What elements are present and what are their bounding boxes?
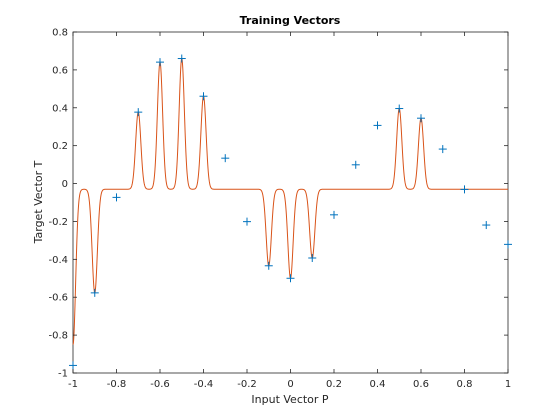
- data-point: [264, 261, 273, 270]
- scatter-series: [69, 54, 512, 370]
- y-tick-label: -0.2: [48, 217, 68, 228]
- y-tick-label: 0: [62, 179, 68, 190]
- x-tick-label: -0.6: [150, 379, 170, 390]
- plot-area: [72, 31, 509, 374]
- x-axis-title: Input Vector P: [251, 393, 329, 406]
- data-point: [69, 361, 77, 370]
- data-point: [90, 288, 99, 297]
- data-point: [330, 210, 338, 219]
- data-point: [156, 58, 164, 67]
- data-point: [286, 274, 295, 283]
- x-tick-label: 0.4: [370, 379, 386, 390]
- x-tick-label: 0.8: [457, 379, 473, 390]
- x-tick-label: 0.6: [413, 379, 429, 390]
- data-point: [417, 114, 425, 123]
- x-tick-label: 0: [287, 379, 293, 390]
- x-tick-label: -0.8: [107, 379, 127, 390]
- data-point: [199, 92, 208, 101]
- data-point: [373, 121, 382, 130]
- x-tick-label: -1: [68, 379, 78, 390]
- data-point: [504, 240, 512, 249]
- y-tick-label: 0.8: [52, 28, 68, 39]
- x-tick-label: -0.4: [194, 379, 214, 390]
- x-tick-label: 1: [505, 379, 511, 390]
- data-point: [438, 145, 447, 154]
- data-point: [351, 160, 360, 169]
- y-tick-label: -0.4: [48, 255, 68, 266]
- data-point: [243, 217, 251, 226]
- y-tick-label: 0.6: [52, 65, 68, 76]
- x-tick-label: 0.2: [326, 379, 342, 390]
- axis-ticks: -1 -0.8 -0.6 -0.4 -0.2 0 0.2 0.4 0.6 0.8 1 -1 -0.8 -0…: [48, 28, 511, 391]
- y-axis-title: Target Vector T: [32, 160, 45, 244]
- data-point: [221, 154, 230, 163]
- data-point: [482, 221, 491, 230]
- y-tick-label: -0.6: [48, 293, 68, 304]
- y-tick-label: 0.2: [52, 141, 68, 152]
- data-point: [177, 54, 186, 63]
- data-point: [308, 254, 317, 263]
- x-tick-label: -0.2: [237, 379, 257, 390]
- data-point: [395, 104, 404, 113]
- data-point: [134, 108, 143, 117]
- y-tick-label: -1: [58, 369, 68, 380]
- y-tick-label: 0.4: [52, 103, 68, 114]
- y-tick-label: -0.8: [48, 331, 68, 342]
- data-point: [112, 193, 121, 202]
- chart-title: Training Vectors: [240, 14, 341, 27]
- data-point: [460, 185, 469, 194]
